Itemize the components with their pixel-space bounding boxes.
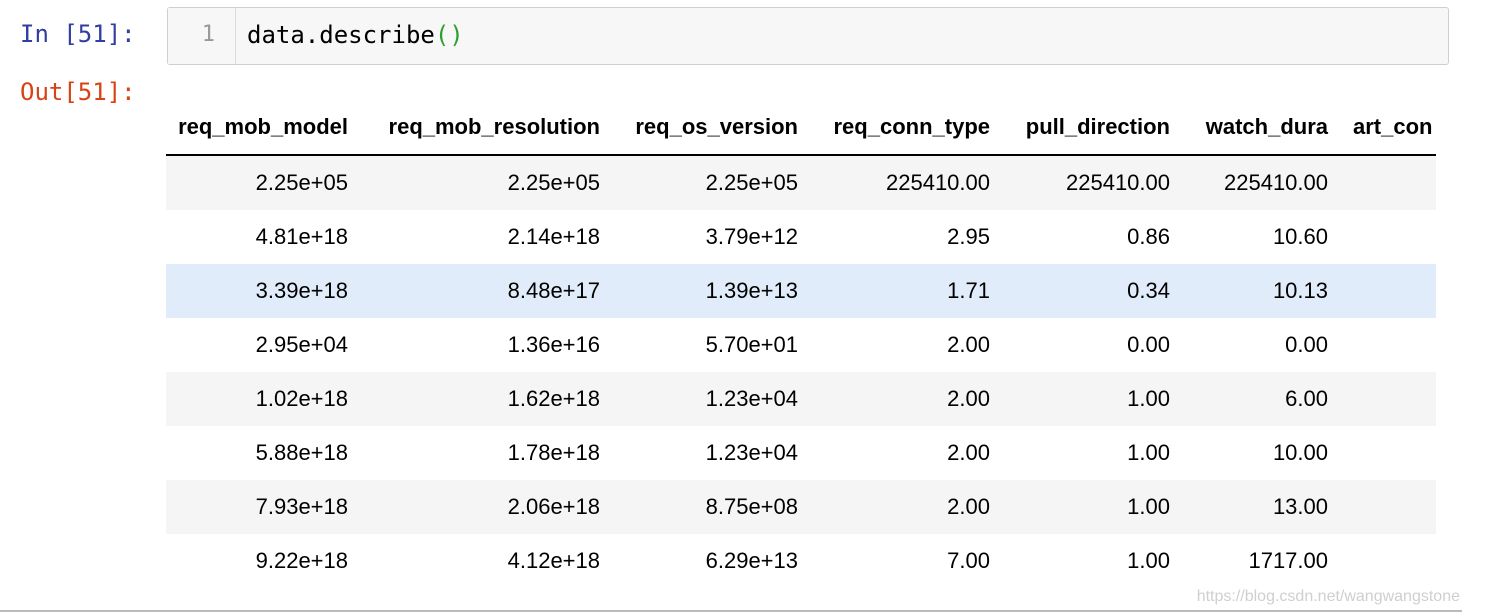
- code-parens: (): [434, 21, 464, 49]
- code: data.describe(): [247, 21, 464, 49]
- table-cell: 1.00: [1127, 548, 1170, 573]
- table-cell: 2.25e+05: [705, 170, 798, 195]
- table-cell: 7.93e+18: [255, 494, 348, 519]
- table-cell: 225410.00: [1066, 170, 1170, 195]
- table-cell: 8.48e+17: [507, 278, 600, 303]
- table-cell: 3.39e+18: [255, 278, 348, 303]
- table-row: 9.22e+18 4.12e+18 6.29e+13 7.00 1.00 1717.00: [166, 534, 1436, 588]
- table-cell: 1.36e+16: [507, 332, 600, 357]
- table-cell: 5.88e+18: [255, 440, 348, 465]
- table-cell: 1.02e+18: [255, 386, 348, 411]
- code-cell[interactable]: 1 data.describe(): [167, 7, 1449, 65]
- table-cell: 2.00: [947, 494, 990, 519]
- table-cell: 2.95e+04: [255, 332, 348, 357]
- gutter: 1: [168, 8, 236, 64]
- table-row: 7.93e+18 2.06e+18 8.75e+08 2.00 1.00 13.00: [166, 480, 1436, 534]
- column-header: art_con: [1353, 114, 1433, 139]
- table-cell: 225410.00: [1224, 170, 1328, 195]
- table-cell: 7.00: [947, 548, 990, 573]
- table-cell: 1.23e+04: [705, 440, 798, 465]
- table-cell: 1717.00: [1248, 548, 1328, 573]
- cell-border: [0, 610, 1462, 612]
- table-cell: 225410.00: [886, 170, 990, 195]
- column-header: req_mob_resolution: [388, 114, 600, 139]
- table-cell: 1.78e+18: [507, 440, 600, 465]
- table-row: 2.95e+04 1.36e+16 5.70e+01 2.00 0.00 0.00: [166, 318, 1436, 372]
- table-cell: 2.00: [947, 386, 990, 411]
- table-cell: 1.23e+04: [705, 386, 798, 411]
- column-header: req_mob_model: [178, 114, 348, 139]
- table-cell: 3.79e+12: [705, 224, 798, 249]
- table-cell: 2.95: [947, 224, 990, 249]
- table-cell: 10.00: [1272, 440, 1328, 465]
- table-cell: 2.00: [947, 332, 990, 357]
- watermark: https://blog.csdn.net/wangwangstone: [1196, 588, 1460, 605]
- column-header: pull_direction: [1025, 114, 1170, 139]
- table-row: 5.88e+18 1.78e+18 1.23e+04 2.00 1.00 10.00: [166, 426, 1436, 480]
- table-cell: 10.13: [1272, 278, 1328, 303]
- table-cell: 0.00: [1127, 332, 1170, 357]
- table-row: 1.02e+18 1.62e+18 1.23e+04 2.00 1.00 6.00: [166, 372, 1436, 426]
- line-number: 1: [201, 22, 215, 47]
- column-header: req_os_version: [635, 114, 798, 139]
- table-cell: 0.86: [1127, 224, 1170, 249]
- table-cell: 2.14e+18: [507, 224, 600, 249]
- table-cell: 5.70e+01: [705, 332, 798, 357]
- table-cell: 2.00: [947, 440, 990, 465]
- table-cell: 1.00: [1127, 440, 1170, 465]
- table-cell: 13.00: [1272, 494, 1328, 519]
- in-prompt: In [51]:: [20, 20, 136, 48]
- table-cell: 0.00: [1285, 332, 1328, 357]
- table-cell: 1.00: [1127, 386, 1170, 411]
- column-header: req_conn_type: [833, 114, 991, 139]
- table-cell: 10.60: [1272, 224, 1328, 249]
- table-cell: 1.39e+13: [705, 278, 798, 303]
- table-cell: 1.71: [947, 278, 990, 303]
- table-cell: 0.34: [1127, 278, 1170, 303]
- table-cell: 4.12e+18: [507, 548, 600, 573]
- table-cell: 4.81e+18: [255, 224, 348, 249]
- table-cell: 2.06e+18: [507, 494, 600, 519]
- table-cell: 1.00: [1127, 494, 1170, 519]
- table-row: 3.39e+18 8.48e+17 1.39e+13 1.71 0.34 10.13: [166, 264, 1436, 318]
- out-prompt: Out[51]:: [20, 78, 136, 106]
- table-row: 2.25e+05 2.25e+05 2.25e+05 225410.00 225410.…: [166, 156, 1436, 210]
- table-cell: 2.25e+05: [507, 170, 600, 195]
- header-rule: [166, 154, 1436, 156]
- table-cell: 9.22e+18: [255, 548, 348, 573]
- table-row: 4.81e+18 2.14e+18 3.79e+12 2.95 0.86 10.60: [166, 210, 1436, 264]
- table-cell: 1.62e+18: [507, 386, 600, 411]
- table-cell: 6.00: [1285, 386, 1328, 411]
- table-cell: 8.75e+08: [705, 494, 798, 519]
- column-header: watch_dura: [1205, 114, 1328, 139]
- table-cell: 6.29e+13: [705, 548, 798, 573]
- code-text: data.describe: [247, 21, 435, 49]
- output-table: req_mob_model req_mob_resolution req_os_ve…: [166, 100, 1436, 590]
- table-cell: 2.25e+05: [255, 170, 348, 195]
